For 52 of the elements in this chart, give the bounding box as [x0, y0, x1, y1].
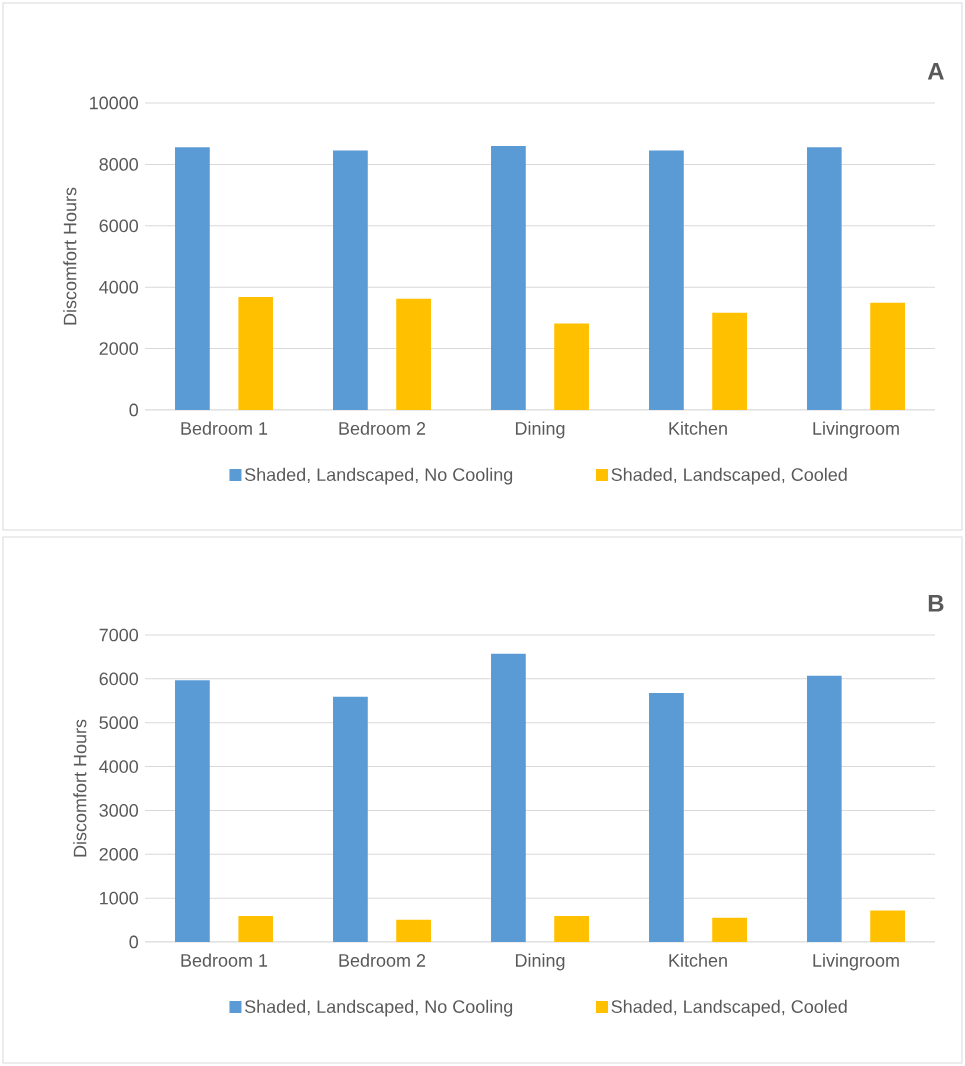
bar — [870, 910, 905, 942]
bar — [175, 147, 210, 410]
bar — [807, 675, 842, 942]
x-tick-label: Bedroom 2 — [339, 421, 426, 435]
bar — [870, 302, 905, 410]
y-tick-label: 4000 — [99, 280, 139, 294]
y-tick-label: 4000 — [99, 760, 139, 773]
y-tick-label: 7000 — [99, 628, 139, 642]
legend-label: Shaded, Landscaped, Cooled — [611, 999, 847, 1017]
y-tick-label: 3000 — [99, 804, 139, 817]
y-tick-label: 0 — [129, 935, 139, 949]
x-tick-label: Dining — [515, 953, 565, 971]
x-tick-label: Livingroom — [813, 953, 899, 971]
bar — [396, 298, 431, 410]
bar — [649, 692, 684, 942]
x-tick-label: Bedroom 1 — [181, 421, 268, 435]
legend-label: Shaded, Landscaped, No Cooling — [244, 467, 513, 485]
legend-label: Shaded, Landscaped, Cooled — [611, 467, 847, 485]
x-tick-label: Dining — [515, 421, 565, 439]
bar — [238, 916, 273, 942]
y-tick-label: 0 — [129, 403, 139, 417]
bar — [238, 297, 273, 410]
bar — [712, 312, 747, 410]
bar — [333, 696, 368, 942]
legend-label: Shaded, Landscaped, No Cooling — [244, 999, 513, 1017]
x-tick-label: Kitchen — [669, 421, 727, 435]
bar — [554, 916, 589, 942]
x-tick-label: Bedroom 2 — [339, 953, 426, 967]
bar — [491, 145, 526, 410]
y-tick-label: 5000 — [99, 716, 139, 730]
bar — [649, 150, 684, 410]
bar — [491, 653, 526, 942]
y-tick-label: 1000 — [100, 891, 139, 905]
x-tick-label: Bedroom 1 — [181, 953, 268, 967]
chart-title: A — [927, 62, 944, 80]
y-tick-label: 6000 — [99, 672, 139, 686]
y-tick-label: 10000 — [90, 96, 139, 110]
bar — [333, 150, 368, 410]
bar — [554, 323, 589, 410]
y-tick-label: 8000 — [99, 158, 139, 171]
y-axis-title: Discomfort Hours — [73, 719, 87, 857]
x-tick-label: Livingroom — [813, 421, 899, 439]
bar — [807, 147, 842, 410]
y-tick-label: 2000 — [99, 342, 139, 355]
chart-title: B — [928, 595, 944, 612]
bar — [396, 919, 431, 942]
y-axis-title: Discomfort Hours — [63, 187, 77, 325]
y-tick-label: 6000 — [99, 219, 139, 233]
y-tick-label: 2000 — [99, 847, 139, 861]
x-tick-label: Kitchen — [669, 953, 727, 967]
bar — [175, 680, 210, 942]
bar — [712, 917, 747, 942]
